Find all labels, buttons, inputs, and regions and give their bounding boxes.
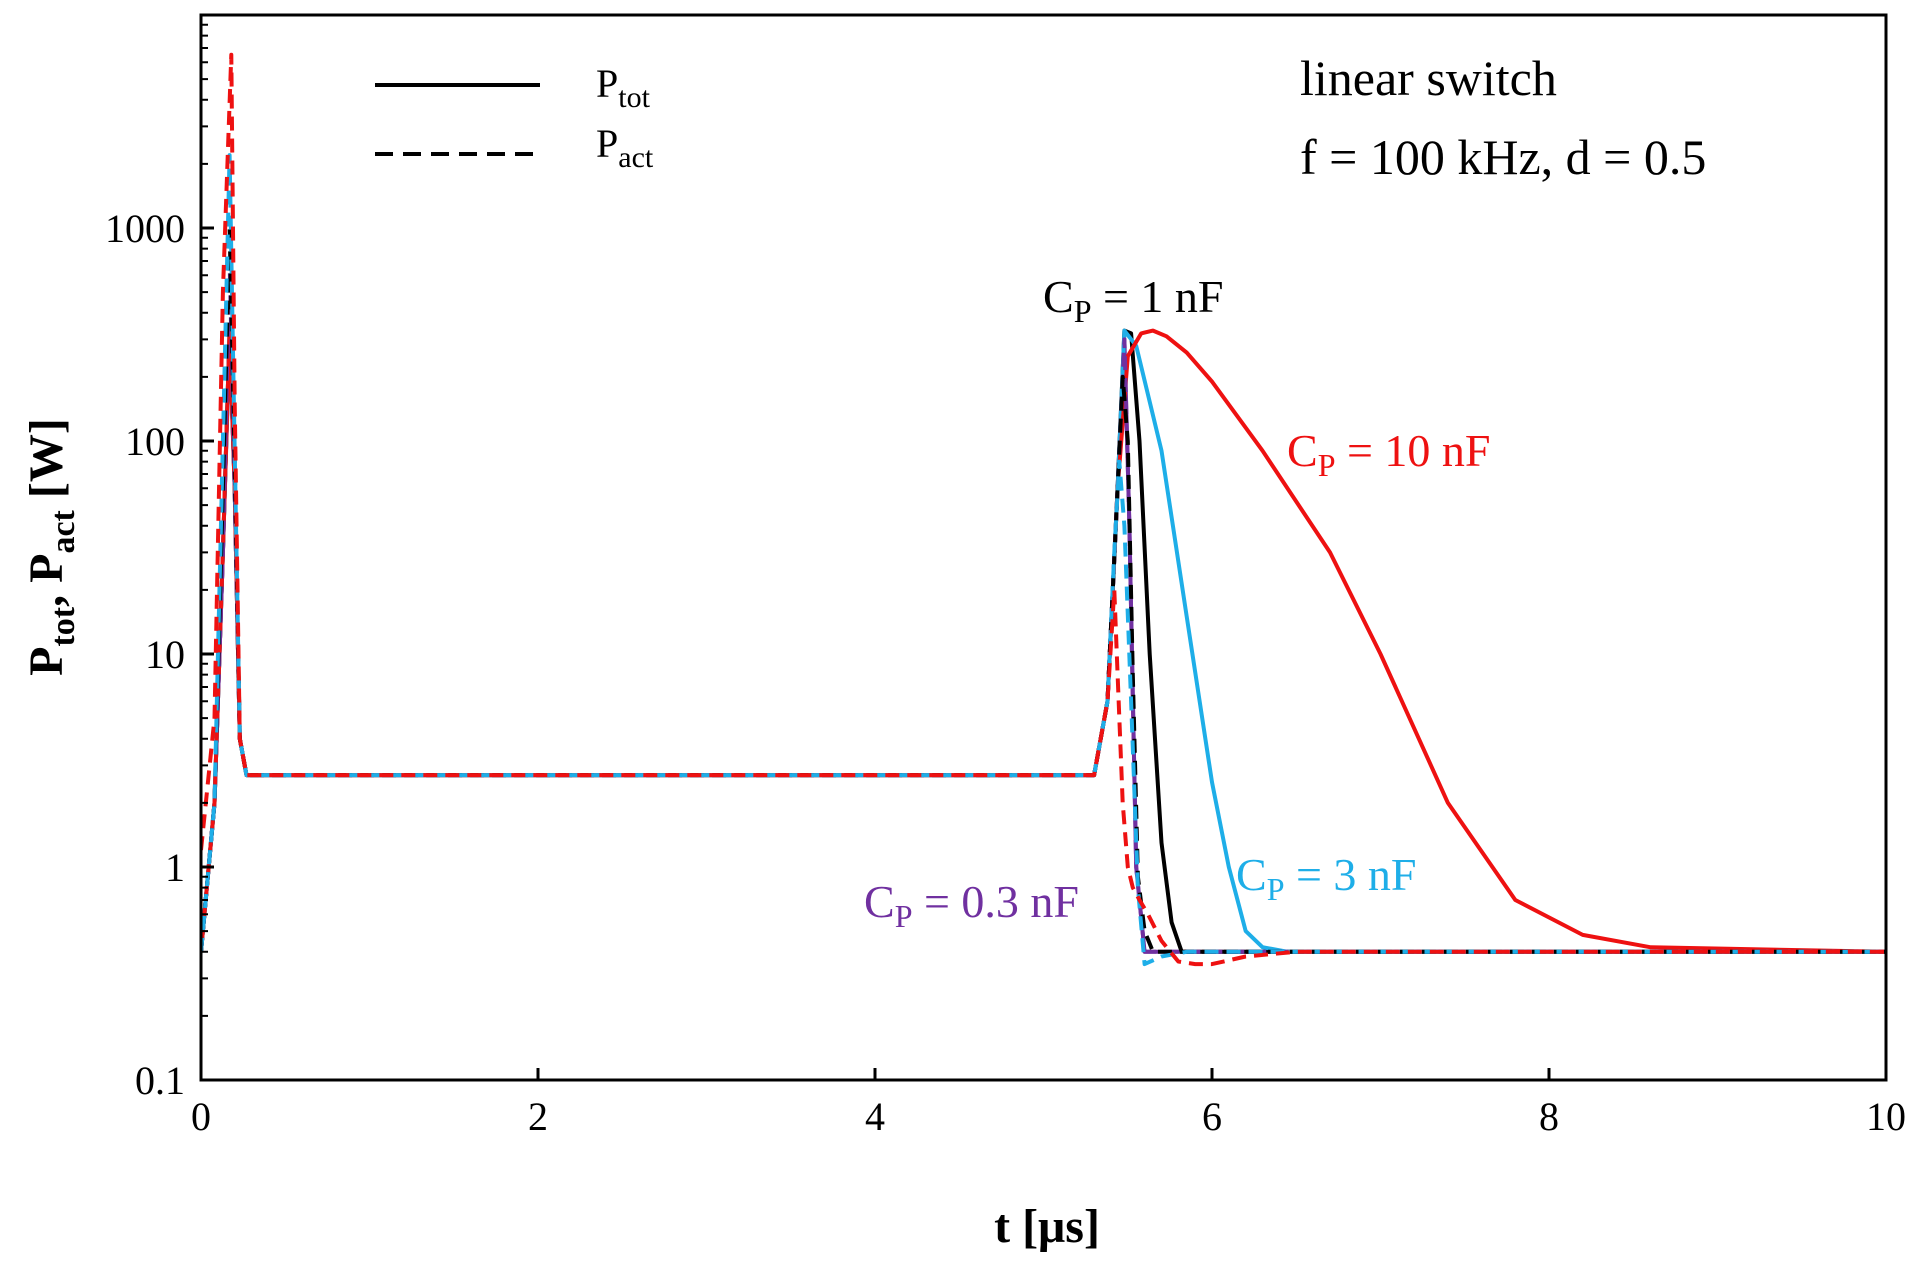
y-tick-label: 1 [165,845,185,890]
y-axis-title-p1: P [20,647,73,676]
y-axis-title-sub2: act [45,509,82,553]
legend-tot-sub: tot [618,81,650,114]
legend-entry-act: Pact [596,121,654,174]
annotation-cp-0.3nF: CP = 0.3 nF [864,876,1079,934]
y-axis-title-sub1: tot [45,606,82,646]
series-line-ptot-cp-3-nf [201,328,1886,954]
x-axis: 0 2 4 6 8 10 [191,1068,1906,1139]
annotation-frequency-duty: f = 100 kHz, d = 0.5 [1300,129,1706,185]
y-tick-label: 0.1 [135,1058,185,1103]
x-tick-label: 2 [528,1094,548,1139]
annotation-cp-10nF: CP = 10 nF [1287,425,1491,483]
y-tick-label: 10 [145,632,185,677]
plot-frame [199,13,1888,1082]
x-tick-label: 4 [865,1094,885,1139]
x-tick-label: 0 [191,1094,211,1139]
series-layer [201,52,1886,967]
y-axis-title: Ptot, Pact [W] [20,418,82,676]
series-line-ptot-cp-1-nf [201,328,1886,954]
x-tick-label: 6 [1202,1094,1222,1139]
y-tick-label: 100 [125,419,185,464]
legend-act-base: P [596,121,618,166]
y-axis-title-unit: [W] [20,418,73,510]
legend: Ptot Pact [375,61,654,174]
x-axis-title: t [μs] [994,1200,1100,1253]
series-line-pact-cp-0.3-nf [201,259,1886,954]
annotation-linear-switch: linear switch [1300,50,1557,106]
legend-act-sub: act [618,141,654,174]
x-tick-label: 10 [1866,1094,1906,1139]
y-axis-title-p2: P [20,554,73,583]
series-line-ptot-cp-10-nf [201,328,1886,954]
series-line-pact-cp-10-nf [201,52,1886,967]
annotation-cp-1nF: CP = 1 nF [1043,271,1224,329]
legend-entry-tot: Ptot [596,61,651,114]
series-line-pact-cp-1-nf [201,226,1886,954]
annotation-cp-3nF: CP = 3 nF [1236,849,1417,907]
x-tick-label: 8 [1539,1094,1559,1139]
legend-tot-base: P [596,61,618,106]
series-line-ptot-cp-0.3-nf [201,337,1886,954]
y-axis: 0.1 1 10 100 1000 [105,23,214,1103]
series-line-pact-cp-3-nf [201,153,1886,967]
y-axis-title-sep: , [20,583,73,607]
y-tick-label: 1000 [105,206,185,251]
